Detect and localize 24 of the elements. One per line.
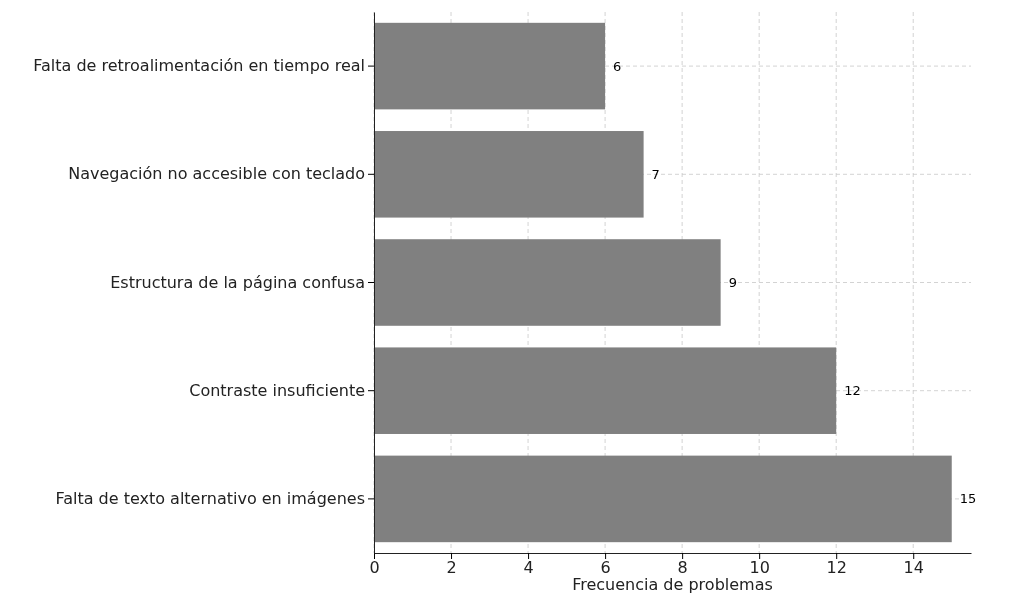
x-tick-label: 4 xyxy=(523,558,534,578)
bar xyxy=(374,22,606,110)
x-tick-label: 14 xyxy=(903,558,924,578)
y-tick-label: Falta de texto alternativo en imágenes xyxy=(55,489,365,509)
data-label: 9 xyxy=(728,275,737,291)
x-tick-label: 12 xyxy=(826,558,847,578)
x-tick-label: 10 xyxy=(749,558,770,578)
x-tick-label: 8 xyxy=(677,558,688,578)
data-label: 7 xyxy=(651,166,660,182)
x-tick-label: 2 xyxy=(446,558,457,578)
data-label: 6 xyxy=(613,58,622,74)
y-tick-label: Navegación no accesible con teclado xyxy=(68,164,365,184)
x-tick-label: 0 xyxy=(369,558,380,578)
bar xyxy=(374,455,952,543)
bar xyxy=(374,131,644,218)
y-tick-label: Estructura de la página confusa xyxy=(110,272,365,292)
data-label: 12 xyxy=(844,383,861,399)
x-axis-title: Frecuencia de problemas xyxy=(572,575,773,594)
bar xyxy=(374,239,721,326)
bar xyxy=(374,347,837,434)
data-label: 15 xyxy=(959,491,977,507)
x-tick-label: 6 xyxy=(600,558,611,578)
y-tick-label: Contraste insuficiente xyxy=(189,380,365,400)
y-tick-label: Falta de retroalimentación en tiempo real xyxy=(33,56,365,76)
